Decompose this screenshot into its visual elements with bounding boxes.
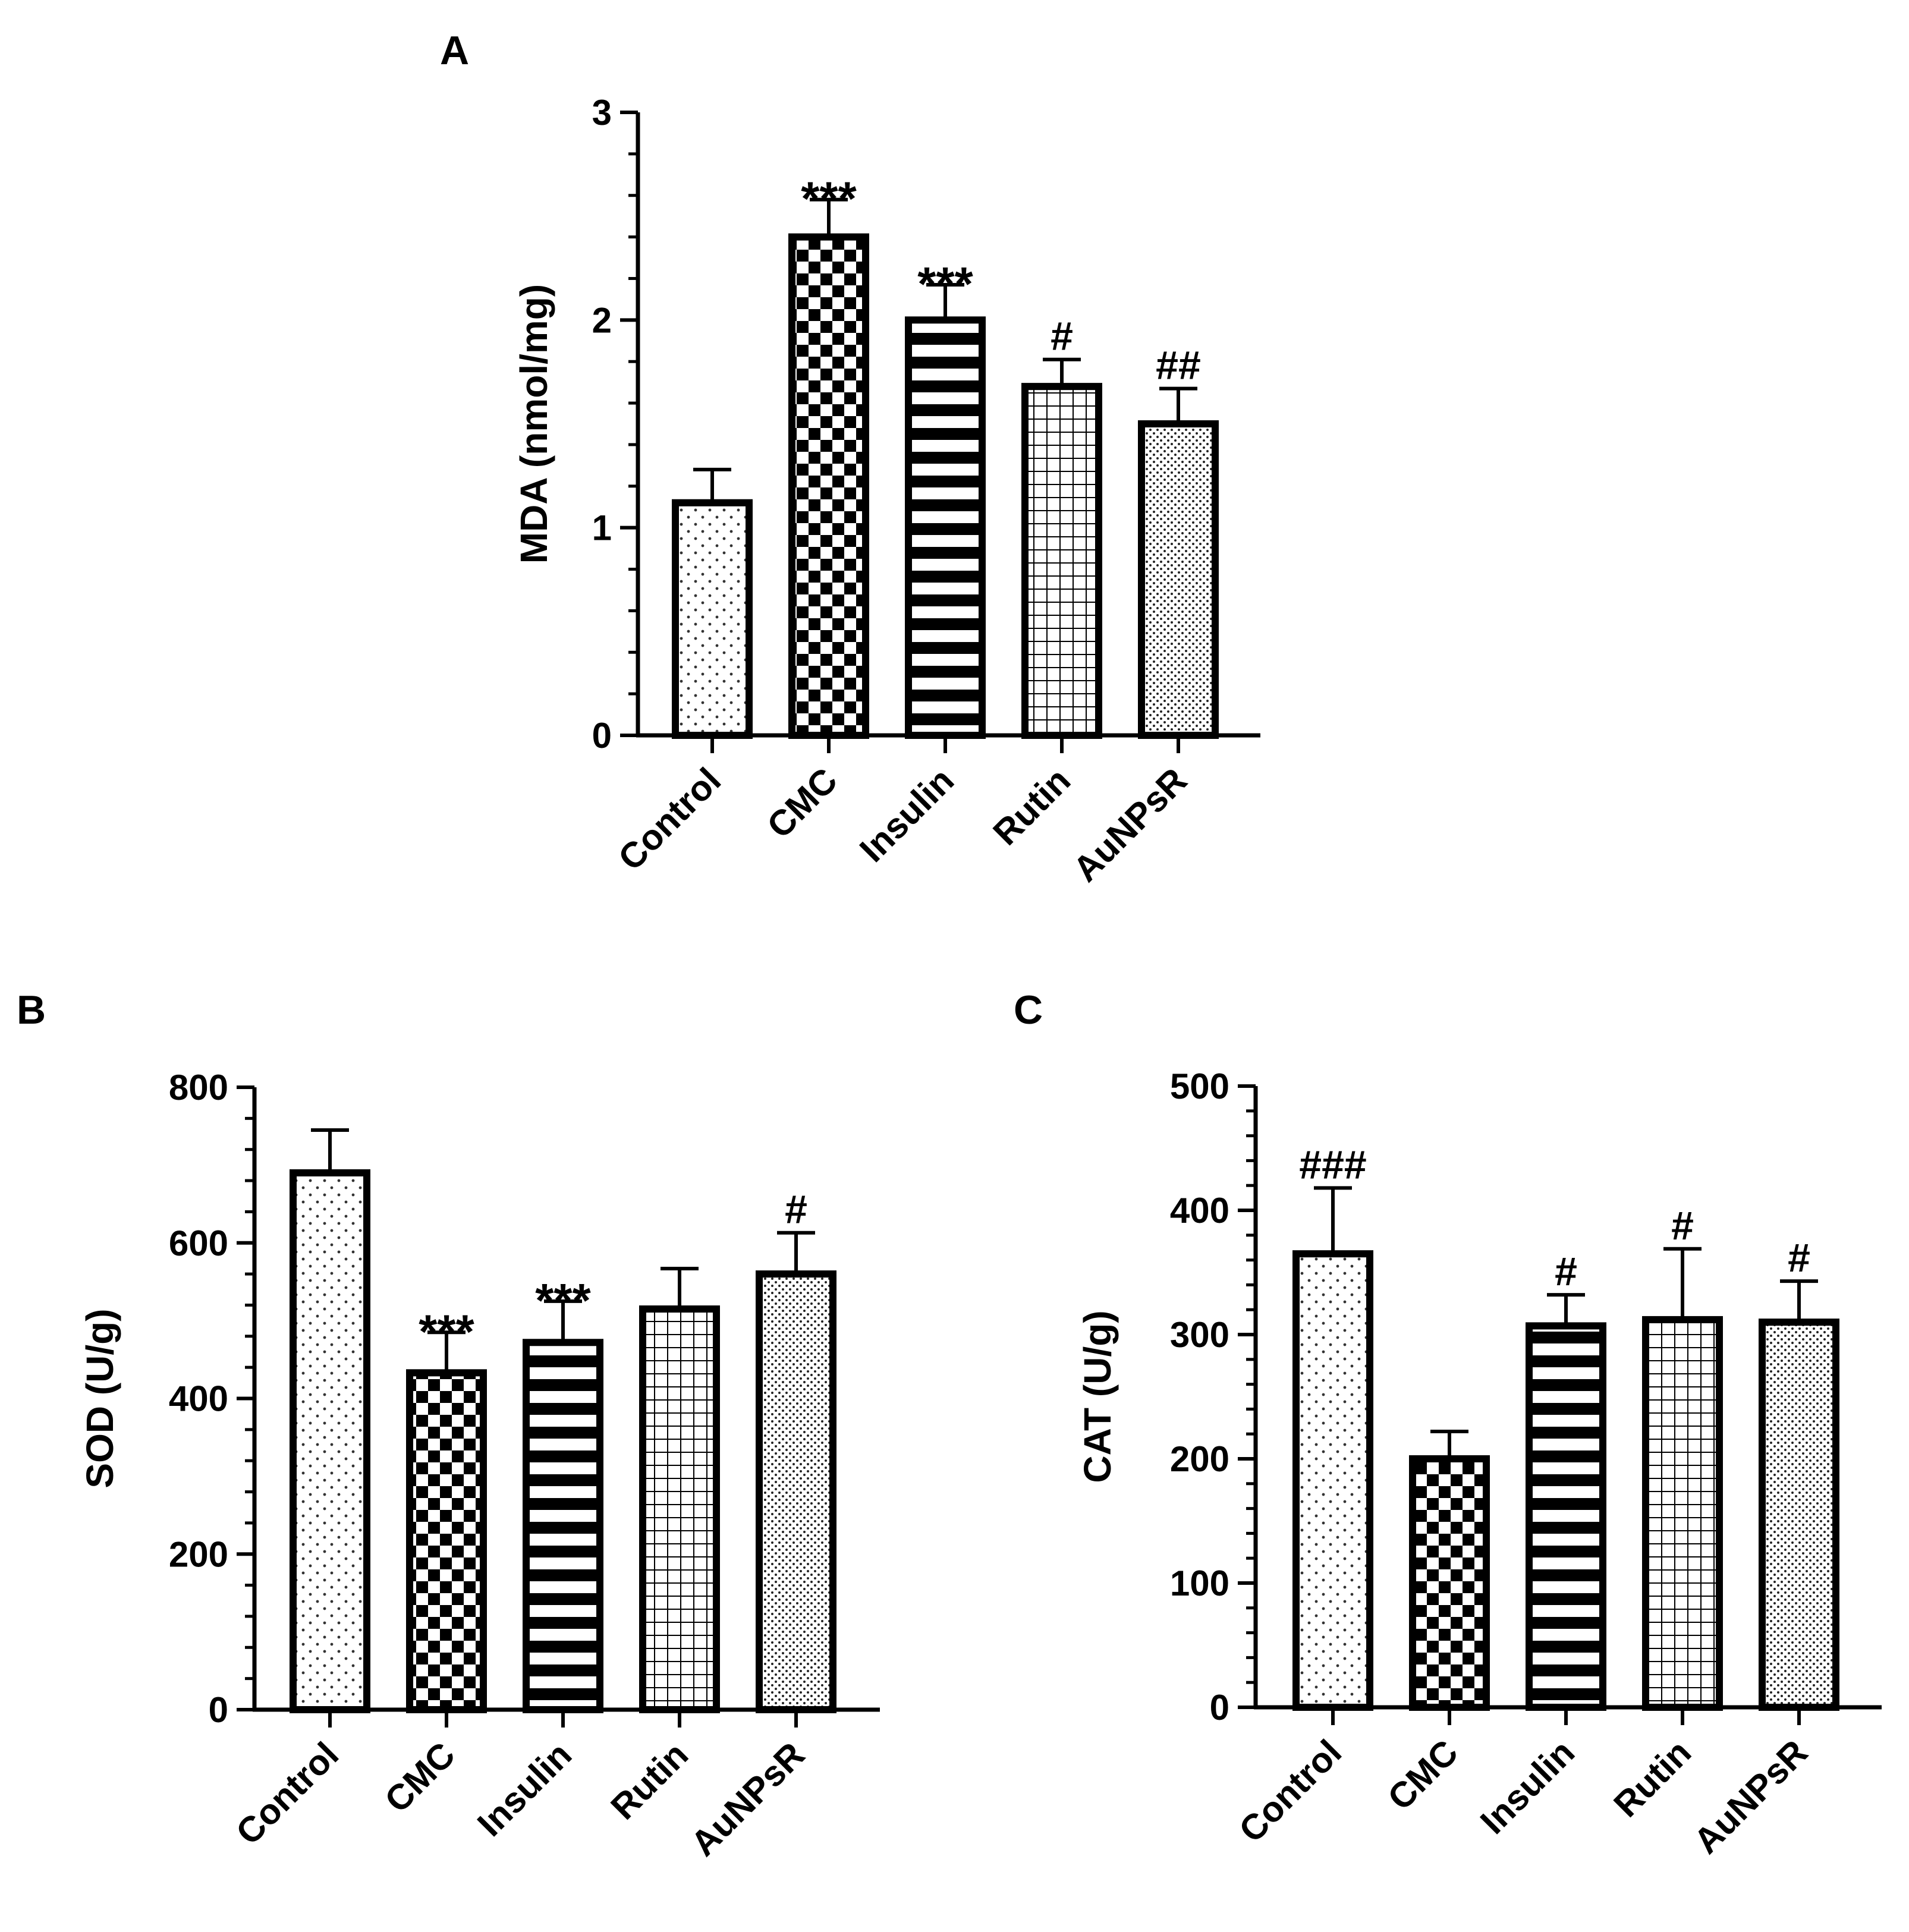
x-category-label-rutin: Rutin	[985, 760, 1078, 853]
bar-insulin	[523, 1339, 603, 1713]
y-tick-label: 400	[1170, 1191, 1229, 1231]
bar-rutin	[639, 1305, 720, 1713]
significance-insulin: ***	[535, 1274, 591, 1327]
panel-letter-a: A	[440, 28, 469, 73]
y-axis-label-c: CAT (U/g)	[1076, 1310, 1119, 1483]
significance-aunpsr: #	[785, 1187, 807, 1232]
significance-cmc: ***	[419, 1305, 474, 1358]
x-category-label-control: Control	[1231, 1732, 1349, 1850]
panel-letter-c: C	[1014, 987, 1043, 1033]
bar-aunpsr	[1759, 1319, 1839, 1711]
bar-cmc	[788, 233, 869, 740]
bar-control	[290, 1169, 370, 1713]
significance-control: ###	[1299, 1142, 1366, 1187]
x-category-label-control: Control	[228, 1735, 346, 1852]
y-tick-label: 200	[169, 1534, 228, 1574]
y-tick-label: 3	[592, 93, 612, 133]
y-tick-label: 0	[1210, 1688, 1229, 1728]
y-tick-label: 400	[169, 1379, 228, 1419]
x-category-label-cmc: CMC	[377, 1735, 463, 1820]
significance-rutin: #	[1671, 1203, 1694, 1248]
y-tick-label: 500	[1170, 1066, 1229, 1106]
panel-letter-b: B	[17, 987, 46, 1033]
bar-cmc	[1409, 1455, 1490, 1711]
panel-b: B SOD (U/g) 0 200 400 600 800 Control *** CMC *** I…	[17, 987, 880, 1864]
significance-cmc: ***	[801, 172, 857, 225]
bar-cmc	[406, 1369, 487, 1713]
x-category-label-rutin: Rutin	[603, 1735, 696, 1827]
x-category-label-aunpsr: AuNPsR	[1686, 1732, 1815, 1861]
y-axis-label-b: SOD (U/g)	[78, 1308, 121, 1488]
bar-aunpsr	[1138, 420, 1219, 739]
x-category-label-cmc: CMC	[1380, 1732, 1465, 1818]
bar-aunpsr	[756, 1270, 836, 1714]
y-tick-label: 300	[1170, 1315, 1229, 1355]
bar-rutin	[1021, 383, 1102, 739]
y-tick-label: 200	[1170, 1439, 1229, 1479]
x-category-label-control: Control	[611, 760, 728, 878]
x-category-label-aunpsr: AuNPsR	[1065, 760, 1194, 889]
significance-insulin: ***	[917, 257, 973, 310]
y-tick-label: 1	[592, 508, 612, 548]
x-category-label-rutin: Rutin	[1606, 1732, 1699, 1825]
bar-control	[672, 499, 753, 739]
bar-insulin	[905, 316, 986, 739]
y-tick-label: 800	[169, 1068, 228, 1107]
y-tick-label: 600	[169, 1223, 228, 1263]
significance-insulin: #	[1555, 1249, 1577, 1294]
x-category-label-insulin: Insulin	[1473, 1732, 1582, 1842]
x-category-label-insulin: Insulin	[852, 760, 961, 870]
bar-rutin	[1642, 1316, 1723, 1711]
bar-control	[1292, 1250, 1373, 1711]
y-axis-label-a: MDA (nmol/mg)	[512, 284, 555, 564]
y-tick-label: 0	[209, 1690, 228, 1730]
significance-aunpsr: ##	[1156, 343, 1201, 388]
y-tick-label: 100	[1170, 1563, 1229, 1603]
x-category-label-cmc: CMC	[759, 760, 845, 846]
x-category-label-insulin: Insulin	[470, 1735, 579, 1844]
y-tick-label: 2	[592, 300, 612, 340]
bar-insulin	[1526, 1322, 1606, 1711]
panel-a: A MDA (nmol/mg) 0 1 2 3 Control *** CMC *** Insuli…	[440, 28, 1260, 889]
x-category-label-aunpsr: AuNPsR	[683, 1735, 812, 1864]
y-tick-label: 0	[592, 716, 612, 756]
significance-rutin: #	[1051, 314, 1073, 359]
significance-aunpsr: #	[1788, 1235, 1810, 1280]
